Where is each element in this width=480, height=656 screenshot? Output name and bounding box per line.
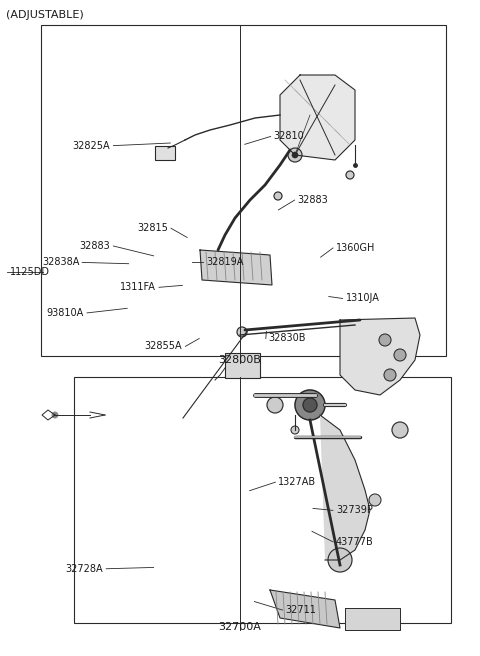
Bar <box>41 25 446 356</box>
Text: 1327AB: 1327AB <box>278 477 316 487</box>
Polygon shape <box>200 250 272 285</box>
Bar <box>225 353 260 378</box>
Polygon shape <box>280 75 355 160</box>
Text: 1311FA: 1311FA <box>120 282 156 293</box>
Text: 1360GH: 1360GH <box>336 243 375 253</box>
Bar <box>155 146 175 160</box>
Circle shape <box>392 422 408 438</box>
Circle shape <box>237 327 247 337</box>
Circle shape <box>346 171 354 179</box>
Text: 32728A: 32728A <box>66 564 103 574</box>
Text: 43777B: 43777B <box>336 537 374 547</box>
Text: 32819A: 32819A <box>206 257 244 268</box>
Text: 1125DD: 1125DD <box>10 267 49 277</box>
Circle shape <box>52 412 58 418</box>
Text: (ADJUSTABLE): (ADJUSTABLE) <box>6 10 84 20</box>
Text: 32711: 32711 <box>286 605 316 615</box>
Polygon shape <box>270 590 340 628</box>
Circle shape <box>295 390 325 420</box>
Polygon shape <box>320 415 370 560</box>
Circle shape <box>384 369 396 381</box>
Circle shape <box>379 334 391 346</box>
Text: 32815: 32815 <box>137 223 168 234</box>
Text: 32883: 32883 <box>298 195 328 205</box>
Circle shape <box>274 192 282 200</box>
Circle shape <box>292 152 298 158</box>
Circle shape <box>328 548 352 572</box>
Text: 32700A: 32700A <box>218 622 262 632</box>
Text: 32855A: 32855A <box>145 341 182 352</box>
Text: 32810: 32810 <box>274 131 304 142</box>
Text: 32739P: 32739P <box>336 505 373 516</box>
Text: 93810A: 93810A <box>47 308 84 318</box>
Circle shape <box>291 426 299 434</box>
Polygon shape <box>340 318 420 395</box>
Text: 32838A: 32838A <box>42 257 79 268</box>
Circle shape <box>303 398 317 412</box>
Text: 32883: 32883 <box>80 241 110 251</box>
Circle shape <box>267 397 283 413</box>
Circle shape <box>288 148 302 162</box>
Polygon shape <box>345 608 400 630</box>
Bar <box>74 377 451 623</box>
Text: 32825A: 32825A <box>73 140 110 151</box>
Circle shape <box>394 349 406 361</box>
Text: 32830B: 32830B <box>269 333 306 344</box>
Text: 1310JA: 1310JA <box>346 293 380 304</box>
Text: 32800B: 32800B <box>218 355 262 365</box>
Circle shape <box>369 494 381 506</box>
